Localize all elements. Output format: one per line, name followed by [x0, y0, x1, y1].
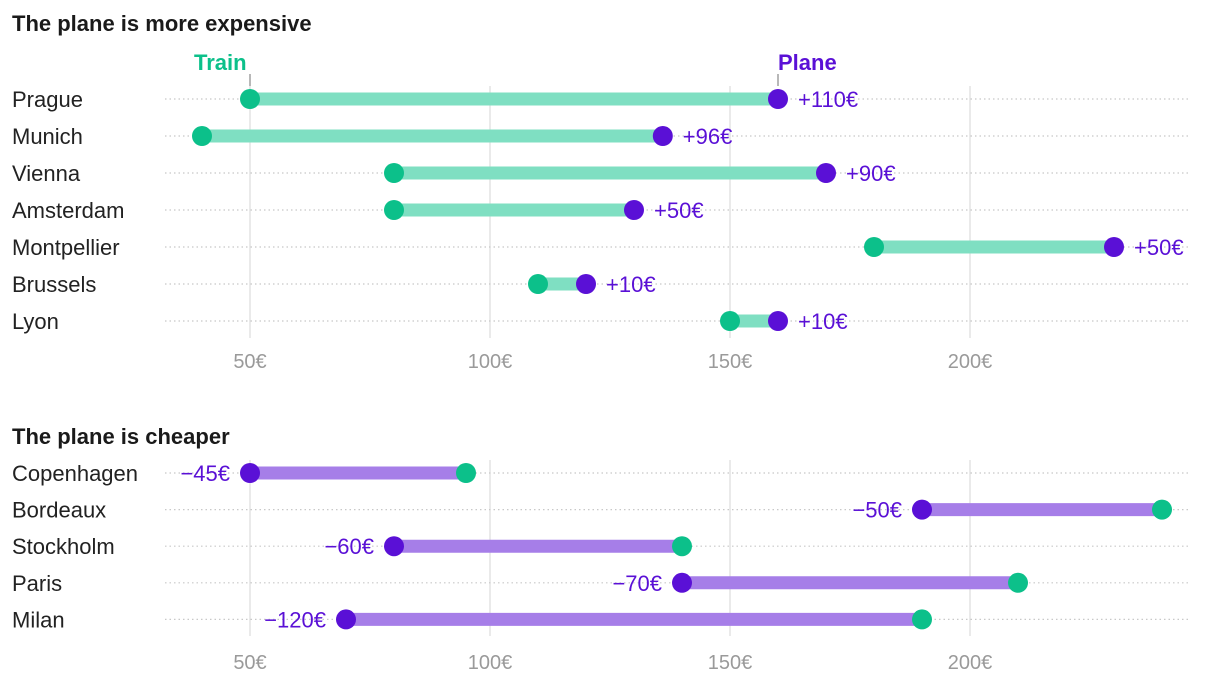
row-brussels: Brussels +10€	[12, 272, 1190, 297]
train-dot	[864, 237, 884, 257]
grid-expensive	[249, 86, 971, 338]
x-tick-label: 50€	[233, 652, 266, 674]
category-label: Copenhagen	[12, 461, 138, 486]
category-label: Vienna	[12, 161, 81, 186]
plane-dot	[768, 311, 788, 331]
plane-dot	[1104, 237, 1124, 257]
plane-dot	[816, 163, 836, 183]
plane-dot	[652, 126, 673, 146]
row-milan: Milan −120€	[12, 607, 1190, 632]
difference-label: −70€	[612, 571, 662, 596]
train-dot	[672, 536, 692, 557]
x-tick-label: 100€	[468, 351, 513, 373]
category-label: Stockholm	[12, 534, 115, 559]
difference-label: +110€	[798, 87, 858, 112]
difference-label: −60€	[324, 534, 374, 559]
row-prague: Prague +110€	[12, 87, 1190, 112]
difference-label: +10€	[606, 272, 656, 297]
plane-dot	[384, 536, 404, 557]
x-tick-label: 50€	[233, 351, 266, 373]
x-tick-label: 150€	[708, 652, 753, 674]
plane-dot	[576, 274, 596, 294]
category-label: Munich	[12, 124, 83, 149]
train-dot	[528, 274, 548, 294]
legend-train-label: Train	[194, 50, 247, 75]
x-tick-label: 150€	[708, 351, 753, 373]
train-dot	[384, 200, 404, 220]
panel-plane-cheaper: The plane is cheaper Copenhagen −45€ Borde…	[12, 424, 1190, 674]
rows-expensive: Prague +110€ Munich +96€ Vienna +90€ Amsterdam…	[12, 87, 1190, 334]
x-tick-label: 100€	[468, 652, 513, 674]
train-dot	[240, 89, 260, 109]
row-amsterdam: Amsterdam +50€	[12, 198, 1190, 223]
plane-dot	[240, 463, 260, 483]
x-tick-label: 200€	[948, 652, 993, 674]
row-lyon: Lyon +10€	[12, 309, 1190, 334]
row-paris: Paris −70€	[12, 571, 1190, 596]
difference-label: +96€	[683, 124, 733, 149]
panel-title-cheaper: The plane is cheaper	[12, 424, 230, 449]
row-copenhagen: Copenhagen −45€	[12, 461, 1190, 486]
row-vienna: Vienna +90€	[12, 161, 1190, 186]
train-dot	[192, 126, 212, 146]
panel-title-expensive: The plane is more expensive	[12, 11, 312, 36]
difference-label: +50€	[654, 198, 704, 223]
category-label: Montpellier	[12, 235, 120, 260]
category-label: Brussels	[12, 272, 96, 297]
row-bordeaux: Bordeaux −50€	[12, 498, 1190, 523]
row-montpellier: Montpellier +50€	[12, 235, 1190, 260]
plane-dot	[336, 609, 356, 630]
difference-label: +90€	[846, 161, 896, 186]
legend-plane-label: Plane	[778, 50, 837, 75]
legend: Train Plane	[194, 50, 837, 86]
plane-dot	[912, 499, 932, 520]
category-label: Prague	[12, 87, 83, 112]
x-axis-expensive: 50€ 100€ 150€ 200€	[233, 351, 992, 373]
row-munich: Munich +96€	[12, 124, 1190, 149]
panel-plane-more-expensive: The plane is more expensive Train Plane …	[12, 11, 1190, 373]
train-dot	[456, 463, 476, 483]
category-label: Paris	[12, 571, 62, 596]
train-dot	[1008, 572, 1028, 593]
difference-label: +10€	[798, 309, 848, 334]
category-label: Bordeaux	[12, 498, 106, 523]
train-dot	[912, 609, 932, 630]
difference-label: −50€	[852, 498, 902, 523]
category-label: Milan	[12, 607, 65, 632]
plane-dot	[624, 200, 644, 220]
x-axis-cheaper: 50€ 100€ 150€ 200€	[233, 652, 992, 674]
difference-label: −45€	[180, 461, 230, 486]
train-dot	[384, 163, 404, 183]
rows-cheaper: Copenhagen −45€ Bordeaux −50€ Stockholm −60€ P…	[12, 461, 1190, 632]
x-tick-label: 200€	[948, 351, 993, 373]
plane-dot	[768, 89, 788, 109]
train-dot	[1152, 499, 1172, 520]
plane-dot	[672, 572, 692, 593]
train-dot	[720, 311, 740, 331]
row-stockholm: Stockholm −60€	[12, 534, 1190, 559]
category-label: Amsterdam	[12, 198, 124, 223]
category-label: Lyon	[12, 309, 59, 334]
difference-label: +50€	[1134, 235, 1184, 260]
difference-label: −120€	[264, 607, 326, 632]
